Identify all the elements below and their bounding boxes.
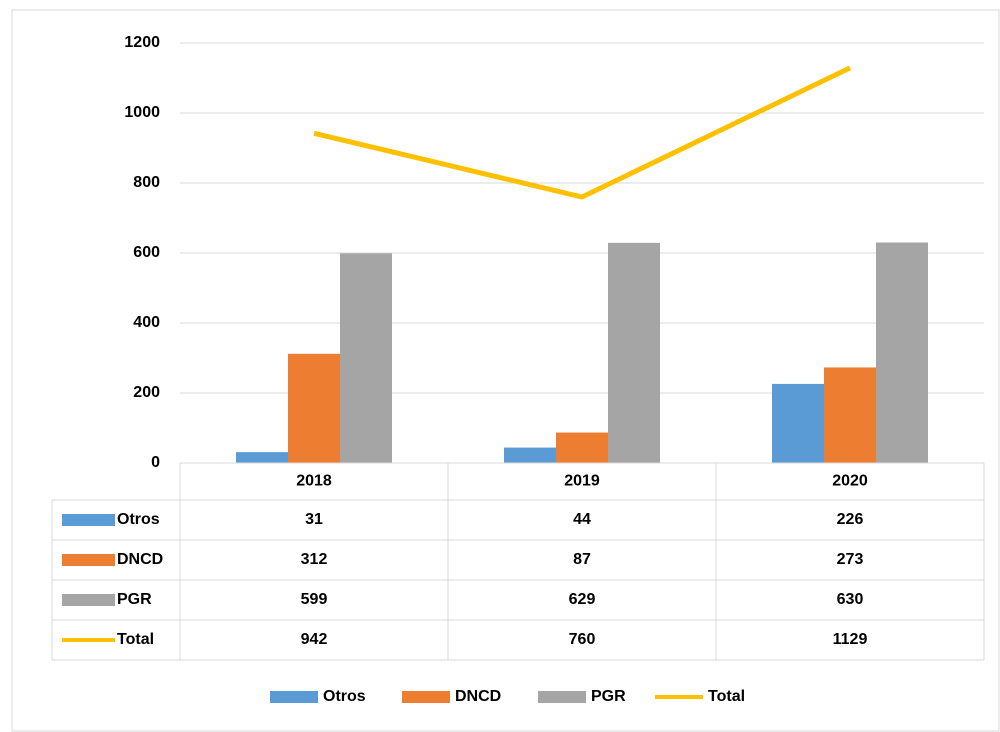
table-cell: 629 [569,591,596,608]
bar [288,353,340,463]
table-cell: 312 [301,551,328,568]
y-tick-label: 0 [151,454,160,471]
legend-key [538,691,586,703]
table-cell: 599 [301,591,328,608]
bar [772,383,824,463]
table-cell: 87 [573,551,591,568]
bar [504,447,556,463]
line [313,65,852,200]
table-row-label: PGR [117,591,152,608]
table-cell: 44 [573,511,591,528]
x-tick-label: 2019 [564,473,600,490]
x-tick-label: 2020 [832,473,868,490]
legend-label: Total [708,688,745,705]
y-tick-label: 800 [133,174,160,191]
legend-key [62,554,115,566]
y-tick-label: 1000 [124,104,160,121]
bar [236,452,288,463]
legend-label: PGR [591,688,626,705]
bar [608,242,660,463]
bar [556,432,608,463]
bar [824,367,876,463]
table-cell: 226 [837,511,864,528]
table-row-label: DNCD [117,551,163,568]
y-tick-label: 1200 [124,34,160,51]
y-tick-label: 400 [133,314,160,331]
table-cell: 273 [837,551,864,568]
table-cell: 31 [305,511,323,528]
table-cell: 760 [569,631,596,648]
x-tick-label: 2018 [296,473,332,490]
legend-key [62,594,115,606]
legend-label: Otros [323,688,366,705]
table-row-label: Otros [117,511,160,528]
legend-label: DNCD [455,688,501,705]
table-cell: 1129 [833,631,868,648]
y-tick-label: 600 [133,244,160,261]
legend-key [402,691,450,703]
table-cell: 630 [837,591,864,608]
table-cell: 942 [301,631,328,648]
legend-key [270,691,318,703]
legend-key [62,514,115,526]
table-row-label: Total [117,631,154,648]
bar [876,242,928,463]
y-tick-label: 200 [133,384,160,401]
bar [340,253,392,463]
